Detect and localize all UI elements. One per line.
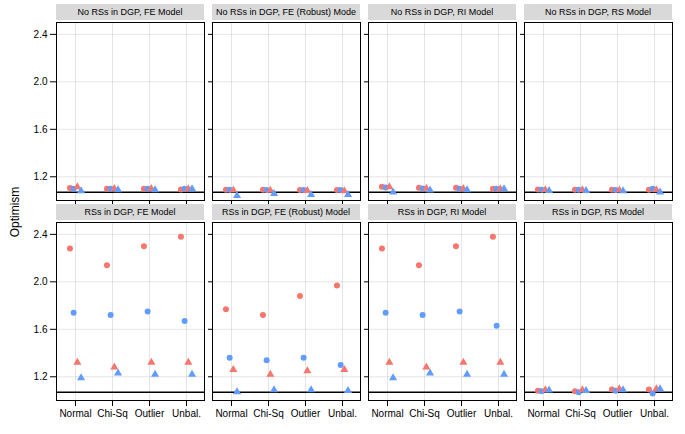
html-text:RSs in DGP, FE Model: RSs in DGP, FE Model [84,207,176,217]
svg-text:Unbal.: Unbal. [640,408,669,419]
svg-text:Outlier: Outlier [291,408,321,419]
svg-text:Chi-Sq: Chi-Sq [565,408,596,419]
svg-text:Unbal.: Unbal. [172,408,201,419]
svg-text:2.0: 2.0 [34,76,48,87]
html-text:RSs in DGP, FE (Robust) Model: RSs in DGP, FE (Robust) Model [222,207,350,217]
html-text:RSs in DGP, RI Model: RSs in DGP, RI Model [397,207,487,217]
svg-text:1.2: 1.2 [34,371,48,382]
svg-text:1.6: 1.6 [34,324,48,335]
svg-text:Outlier: Outlier [447,408,477,419]
svg-text:Chi-Sq: Chi-Sq [253,408,284,419]
svg-text:Outlier: Outlier [603,408,633,419]
svg-text:Unbal.: Unbal. [484,408,513,419]
html-text:RSs in DGP, RS Model: RSs in DGP, RS Model [552,207,644,217]
html-text:No RSs in DGP, FE Model: No RSs in DGP, FE Model [77,7,183,17]
svg-text:Normal: Normal [215,408,247,419]
svg-text:2.4: 2.4 [34,29,48,40]
svg-text:1.2: 1.2 [34,171,48,182]
html-text:No RSs in DGP, FE (Robust) Mod: No RSs in DGP, FE (Robust) Mode [216,7,356,17]
html-text:No RSs in DGP, RI Model: No RSs in DGP, RI Model [390,7,494,17]
svg-text:Normal: Normal [371,408,403,419]
svg-text:Normal: Normal [527,408,559,419]
svg-text:Chi-Sq: Chi-Sq [409,408,440,419]
svg-text:Unbal.: Unbal. [328,408,357,419]
svg-text:2.4: 2.4 [34,229,48,240]
svg-text:Normal: Normal [59,408,91,419]
svg-text:Outlier: Outlier [135,408,165,419]
html-text:Optimism: Optimism [8,186,22,238]
svg-text:1.6: 1.6 [34,124,48,135]
svg-text:Chi-Sq: Chi-Sq [97,408,128,419]
svg-text:2.0: 2.0 [34,276,48,287]
html-text:No RSs in DGP, RS Model: No RSs in DGP, RS Model [545,7,651,17]
